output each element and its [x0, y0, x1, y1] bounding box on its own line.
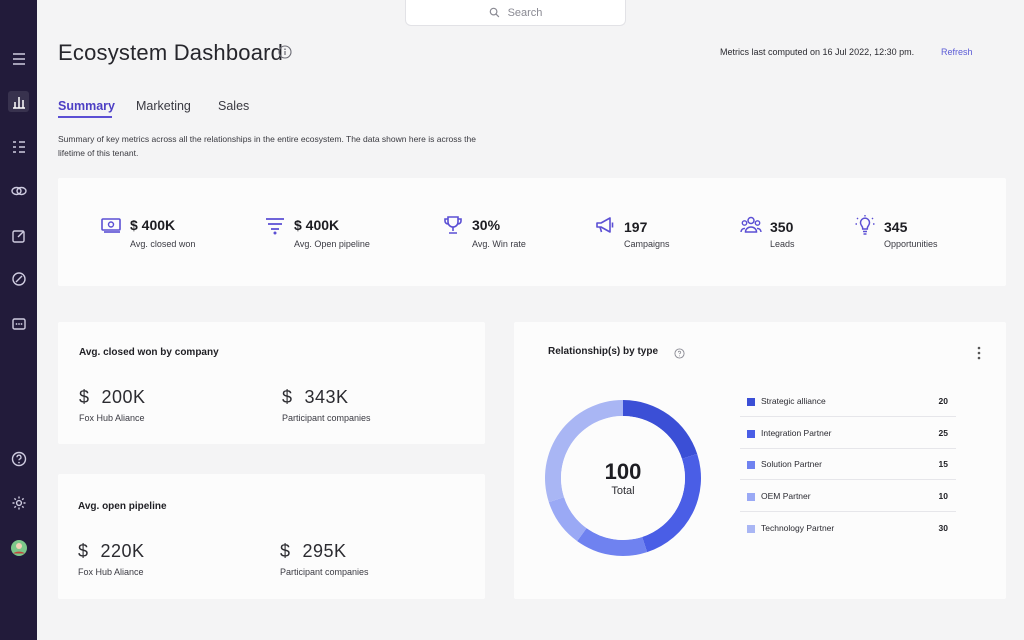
donut-hole [561, 416, 685, 540]
kpi-label: Leads [770, 239, 795, 249]
amount: 220K [100, 541, 145, 561]
legend-swatch [747, 398, 755, 406]
legend-item[interactable]: OEM Partner 10 [746, 491, 956, 511]
donut-total-value: 100 [604, 459, 642, 484]
legend-item[interactable]: Strategic alliance 20 [746, 396, 956, 416]
donut-slice-solution-partner[interactable] [577, 528, 648, 556]
donut-slice-strategic-alliance[interactable] [623, 400, 698, 459]
legend-divider [740, 447, 956, 449]
currency-symbol: $ [78, 541, 89, 561]
legend-value: 15 [938, 459, 948, 470]
legend-label: Solution Partner [761, 459, 822, 470]
megaphone-icon [594, 214, 616, 236]
kpi-label: Opportunities [884, 239, 938, 249]
people-icon [740, 214, 762, 236]
closed-won-hub-label: Fox Hub Aliance [79, 413, 145, 423]
kpi-value: 197 [624, 219, 648, 235]
more-icon[interactable] [8, 313, 29, 334]
donut-slice-oem-partner[interactable] [548, 497, 587, 542]
currency-symbol: $ [79, 387, 90, 407]
open-pipeline-hub-value: $220K [78, 541, 145, 562]
help-icon[interactable] [674, 348, 685, 359]
legend-label: Technology Partner [761, 522, 835, 533]
pipeline-icon [264, 214, 286, 236]
legend-item[interactable]: Technology Partner 30 [746, 523, 956, 543]
lightbulb-icon [854, 214, 876, 236]
donut-slice-integration-partner[interactable] [642, 453, 701, 553]
search-icon [489, 7, 499, 18]
kpi-label: Avg. Open pipeline [294, 239, 370, 249]
sidebar [0, 0, 37, 640]
info-icon[interactable] [278, 45, 292, 59]
tab-summary[interactable]: Summary [58, 99, 115, 113]
metrics-note: Metrics last computed on 16 Jul 2022, 12… [720, 47, 915, 57]
tab-sales[interactable]: Sales [218, 99, 250, 113]
kpi-value: $ 400K [294, 217, 340, 233]
refresh-link[interactable]: Refresh [941, 47, 973, 57]
money-icon [100, 214, 122, 236]
legend-divider [740, 511, 956, 513]
legend-label: Strategic alliance [761, 396, 826, 406]
link-icon[interactable] [8, 180, 29, 201]
kpi-card: $ 400K Avg. closed won $ 400K Avg. Open … [58, 178, 1006, 286]
open-pipeline-participants-value: $295K [280, 541, 347, 562]
page-description: Summary of key metrics across all the re… [58, 134, 476, 158]
legend-divider [740, 416, 956, 417]
amount: 200K [101, 387, 146, 407]
relationships-title: Relationship(s) by type [548, 346, 659, 357]
menu-icon[interactable] [8, 48, 29, 69]
legend-item[interactable]: Integration Partner 25 [746, 428, 956, 448]
gear-icon[interactable] [8, 492, 29, 513]
page-title: Ecosystem Dashboard [58, 40, 284, 65]
search-input[interactable]: Search [507, 6, 543, 19]
amount: 295K [302, 541, 347, 561]
open-pipeline-title: Avg. open pipeline [78, 501, 167, 512]
help-icon[interactable] [8, 448, 29, 469]
kpi-value: 345 [884, 219, 908, 235]
donut-total-label: Total [611, 485, 635, 497]
relationships-donut-chart [545, 400, 701, 556]
legend-swatch [747, 524, 755, 533]
open-pipeline-participants-label: Participant companies [280, 567, 369, 577]
legend-item[interactable]: Solution Partner 15 [746, 459, 956, 479]
kpi-label: Campaigns [624, 239, 670, 249]
closed-won-card [58, 322, 485, 444]
compass-icon[interactable] [8, 268, 29, 289]
bar-chart-icon[interactable] [8, 91, 29, 112]
currency-symbol: $ [280, 541, 291, 561]
closed-won-hub-value: $200K [79, 387, 146, 408]
kebab-menu-icon[interactable] [974, 345, 984, 361]
tab-marketing[interactable]: Marketing [136, 99, 191, 113]
edit-icon[interactable] [8, 225, 29, 246]
kpi-label: Avg. Win rate [472, 239, 526, 249]
closed-won-title: Avg. closed won by company [79, 347, 219, 358]
closed-won-participants-value: $343K [282, 387, 349, 408]
amount: 343K [304, 387, 349, 407]
active-tab-indicator [58, 116, 112, 118]
legend-value: 10 [938, 491, 948, 502]
search-bar[interactable]: Search [405, 0, 626, 26]
legend-swatch [747, 493, 755, 502]
kpi-value: $ 400K [130, 217, 176, 233]
avatar[interactable] [8, 537, 29, 558]
trophy-icon [442, 214, 464, 236]
open-pipeline-card [58, 474, 485, 599]
legend-divider [740, 479, 956, 481]
kpi-value: 350 [770, 219, 794, 235]
kpi-value: 30% [472, 217, 501, 233]
checklist-icon[interactable] [8, 136, 29, 157]
currency-symbol: $ [282, 387, 293, 407]
legend-value: 30 [938, 522, 948, 533]
kpi-label: Avg. closed won [130, 239, 196, 249]
legend-label: OEM Partner [761, 491, 811, 502]
legend-swatch [747, 429, 755, 438]
closed-won-participants-label: Participant companies [282, 413, 371, 423]
legend-swatch [747, 461, 755, 470]
legend-label: Integration Partner [761, 427, 832, 438]
donut-slice-technology-partner[interactable] [545, 400, 623, 503]
legend-value: 20 [938, 396, 948, 406]
legend-value: 25 [938, 427, 948, 438]
open-pipeline-hub-label: Fox Hub Aliance [78, 567, 144, 577]
